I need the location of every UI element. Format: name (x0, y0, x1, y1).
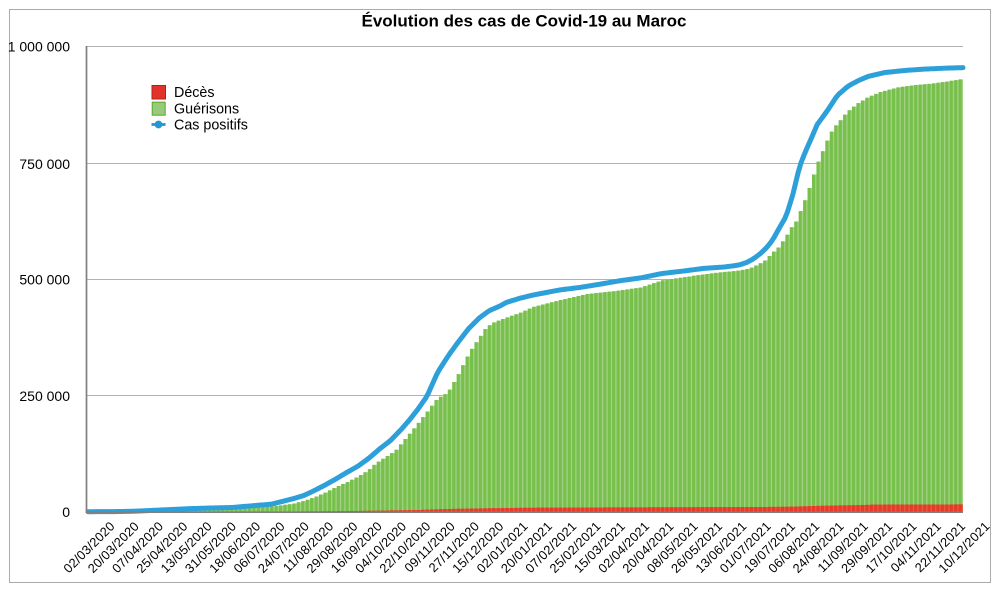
svg-text:250 000: 250 000 (19, 388, 70, 404)
svg-text:1 000 000: 1 000 000 (8, 39, 70, 55)
svg-text:0: 0 (62, 504, 70, 520)
svg-text:Guérisons: Guérisons (174, 101, 239, 117)
svg-text:Décès: Décès (174, 85, 215, 101)
svg-text:750 000: 750 000 (19, 156, 70, 172)
svg-text:Évolution des cas de Covid-19: Évolution des cas de Covid-19 au Maroc (362, 12, 687, 31)
svg-text:Cas positifs: Cas positifs (174, 118, 248, 134)
svg-text:500 000: 500 000 (19, 272, 70, 288)
